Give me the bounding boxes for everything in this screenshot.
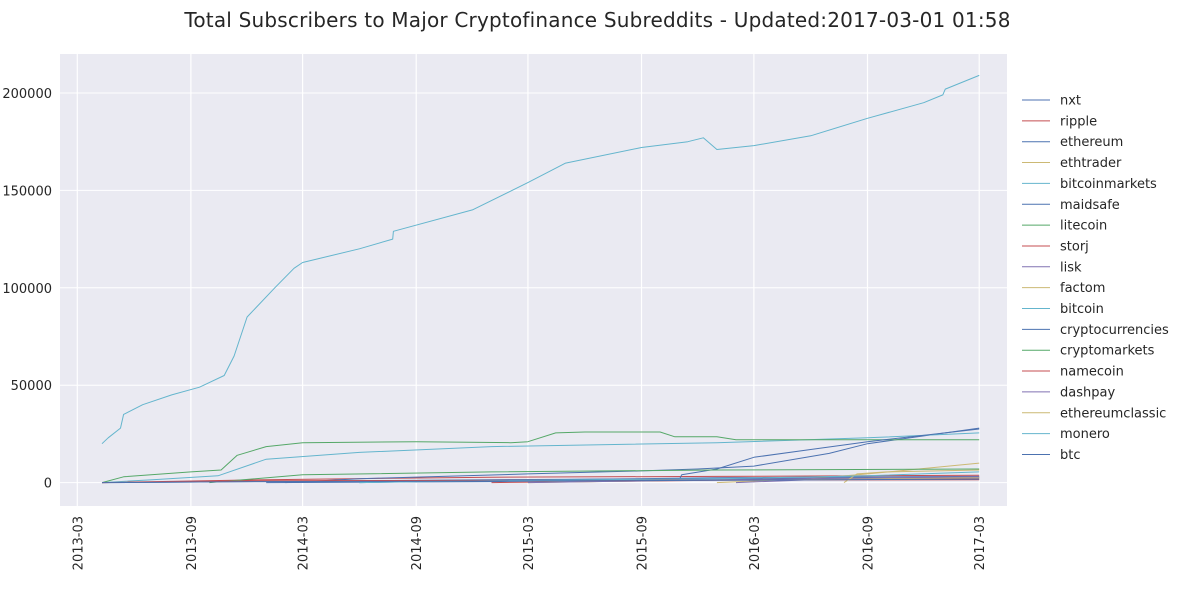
legend-label-ethereumclassic: ethereumclassic bbox=[1060, 406, 1166, 421]
y-tick-label: 50000 bbox=[11, 379, 52, 394]
legend-label-ethtrader: ethtrader bbox=[1060, 156, 1122, 171]
legend-label-ethereum: ethereum bbox=[1060, 135, 1123, 150]
series-line-bitcoin bbox=[101, 74, 980, 445]
x-tick-label: 2013-09 bbox=[185, 516, 200, 570]
y-tick-label: 150000 bbox=[2, 184, 52, 199]
legend-label-lisk: lisk bbox=[1060, 260, 1082, 275]
legend-label-monero: monero bbox=[1060, 427, 1110, 442]
series-line-dashpay bbox=[527, 476, 980, 484]
gridlines bbox=[60, 54, 1007, 506]
x-tick-label: 2014-09 bbox=[410, 516, 425, 570]
chart-title: Total Subscribers to Major Cryptofinance… bbox=[184, 8, 1011, 32]
x-tick-label: 2016-09 bbox=[861, 516, 876, 570]
legend-label-maidsafe: maidsafe bbox=[1060, 198, 1120, 213]
legend-label-factom: factom bbox=[1060, 281, 1105, 296]
series-line-ethereumclassic bbox=[843, 469, 980, 484]
legend-label-storj: storj bbox=[1060, 239, 1089, 254]
legend-label-btc: btc bbox=[1060, 448, 1081, 463]
legend-label-cryptomarkets: cryptomarkets bbox=[1060, 344, 1155, 359]
legend-label-bitcoinmarkets: bitcoinmarkets bbox=[1060, 177, 1157, 192]
legend-label-nxt: nxt bbox=[1060, 94, 1081, 109]
legend: nxt ripple ethereum ethtrader bitcoinmarkets… bbox=[1022, 94, 1169, 463]
legend-label-ripple: ripple bbox=[1060, 114, 1097, 129]
x-tick-label: 2014-03 bbox=[297, 516, 312, 570]
legend-label-litecoin: litecoin bbox=[1060, 219, 1107, 234]
y-tick-label: 200000 bbox=[2, 87, 52, 102]
x-tick-label: 2016-03 bbox=[748, 516, 763, 570]
series-line-ripple bbox=[101, 474, 980, 484]
x-tick-label: 2015-03 bbox=[522, 516, 537, 570]
legend-label-namecoin: namecoin bbox=[1060, 365, 1124, 380]
x-tick-label: 2017-03 bbox=[973, 516, 988, 570]
legend-label-bitcoin: bitcoin bbox=[1060, 302, 1104, 317]
legend-label-cryptocurrencies: cryptocurrencies bbox=[1060, 323, 1169, 338]
plot-area bbox=[60, 54, 1007, 506]
series-line-ethereum bbox=[285, 427, 980, 484]
legend-label-dashpay: dashpay bbox=[1060, 385, 1115, 400]
x-tick-label: 2013-03 bbox=[71, 516, 86, 570]
tick-labels: 0 50000 100000 150000 200000 2013-03 2013-09 20… bbox=[2, 87, 988, 570]
x-tick-label: 2015-09 bbox=[636, 516, 651, 570]
series-line-litecoin bbox=[101, 431, 980, 484]
series-lines bbox=[101, 74, 980, 484]
y-tick-label: 100000 bbox=[2, 282, 52, 297]
y-tick-label: 0 bbox=[44, 477, 52, 492]
series-line-cryptomarkets bbox=[209, 468, 980, 484]
series-line-btc bbox=[101, 478, 980, 484]
